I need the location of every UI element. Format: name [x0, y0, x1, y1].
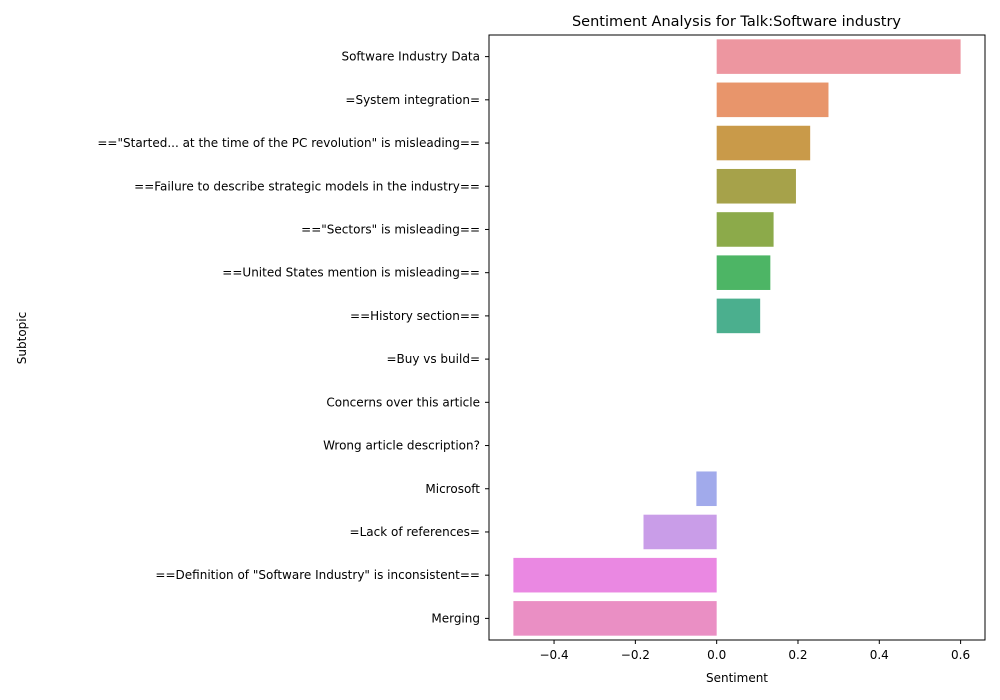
x-tick-label-0: −0.4: [539, 648, 568, 662]
bar-11: [643, 514, 717, 550]
bars-group: [513, 39, 961, 636]
bar-2: [716, 125, 811, 161]
bar-13: [513, 601, 717, 636]
y-category-labels: Software Industry Data =System integratio…: [97, 50, 489, 625]
y-category-label-13: Merging: [431, 611, 480, 625]
x-tick-label-2: 0.0: [707, 648, 726, 662]
y-category-label-0: Software Industry Data: [341, 50, 480, 64]
y-category-label-6: ==History section==: [350, 309, 480, 323]
bar-12: [513, 557, 717, 593]
y-category-label-7: =Buy vs build=: [386, 352, 480, 366]
chart-title: Sentiment Analysis for Talk:Software ind…: [572, 14, 901, 30]
x-tick-label-5: 0.6: [951, 648, 970, 662]
x-tick-labels: −0.4 −0.2 0.0 0.2 0.4 0.6: [539, 640, 970, 662]
x-tick-label-1: −0.2: [621, 648, 650, 662]
y-category-label-4: =="Sectors" is misleading==: [301, 222, 480, 236]
y-category-label-10: Microsoft: [425, 482, 480, 496]
plot-frame: [488, 34, 986, 641]
y-category-label-2: =="Started... at the time of the PC revo…: [97, 136, 480, 150]
x-tick-label-3: 0.2: [788, 648, 807, 662]
y-category-label-5: ==United States mention is misleading==: [222, 266, 480, 280]
bar-10: [696, 471, 717, 507]
y-category-label-11: =Lack of references=: [350, 525, 480, 539]
bar-3: [716, 168, 796, 204]
y-category-label-1: =System integration=: [345, 93, 480, 107]
y-category-label-8: Concerns over this article: [326, 395, 480, 409]
y-axis-title: Subtopic: [15, 312, 29, 364]
y-category-label-12: ==Definition of "Software Industry" is i…: [155, 568, 480, 582]
x-axis-title: Sentiment: [706, 671, 768, 685]
bar-4: [716, 212, 774, 247]
y-category-label-3: ==Failure to describe strategic models i…: [134, 179, 480, 193]
y-category-label-9: Wrong article description?: [323, 439, 480, 453]
bar-0: [716, 39, 961, 74]
bar-1: [716, 82, 829, 118]
bar-6: [716, 298, 761, 334]
bar-5: [716, 255, 771, 290]
x-tick-label-4: 0.4: [870, 648, 889, 662]
